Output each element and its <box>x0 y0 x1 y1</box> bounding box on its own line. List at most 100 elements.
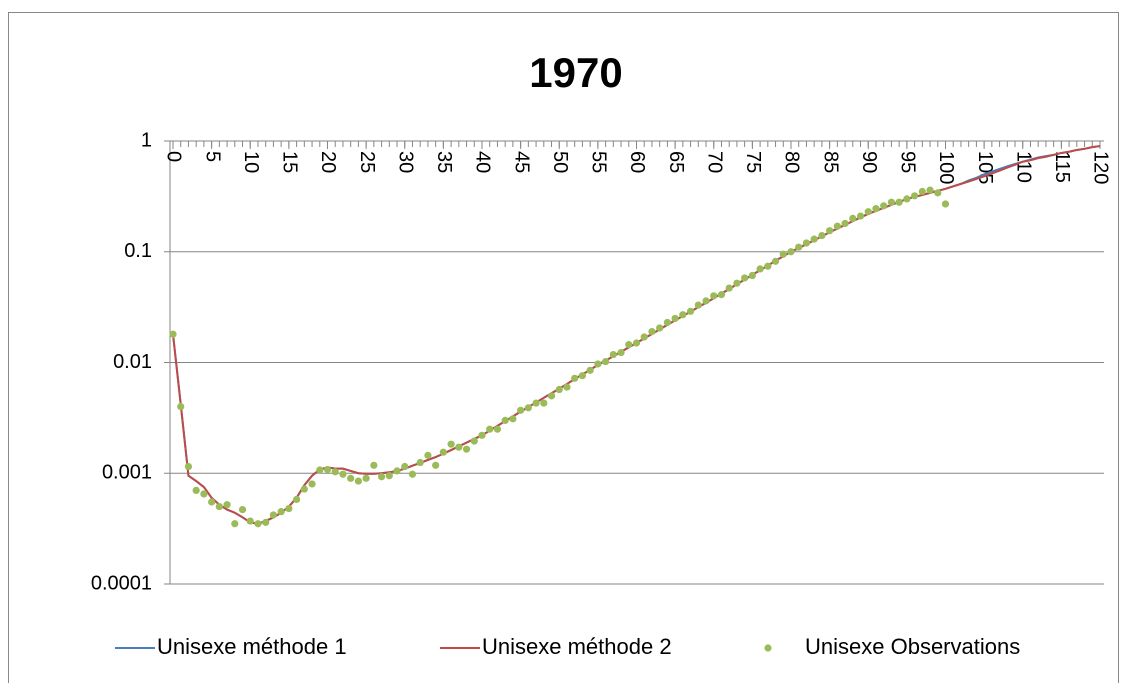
data-point <box>401 462 409 471</box>
x-tick-label: 5 <box>201 151 223 162</box>
data-point <box>872 205 880 213</box>
data-point <box>632 339 641 347</box>
legend-label: Unisexe méthode 2 <box>482 634 672 659</box>
data-point <box>934 189 942 197</box>
y-tick-label: 1 <box>141 129 152 151</box>
data-point <box>517 406 525 414</box>
x-tick-label: 30 <box>394 151 416 173</box>
data-point <box>725 284 733 292</box>
data-point <box>818 231 826 240</box>
data-point <box>787 248 795 256</box>
chart-frame <box>8 12 1119 688</box>
data-point <box>532 399 540 407</box>
data-point <box>555 385 563 394</box>
data-point <box>771 257 780 265</box>
x-tick-label: 115 <box>1051 151 1073 183</box>
data-point <box>323 465 332 474</box>
data-point <box>462 445 471 453</box>
legend-label: Unisexe Observations <box>805 634 1020 659</box>
x-tick-label: 80 <box>781 151 803 173</box>
data-point <box>578 372 587 380</box>
data-point <box>277 508 285 516</box>
x-tick-label: 65 <box>665 151 687 173</box>
data-point <box>316 466 324 474</box>
data-point <box>300 485 308 493</box>
y-tick-label: 0.001 <box>102 462 152 484</box>
data-point <box>370 461 378 469</box>
x-tick-label: 85 <box>819 151 841 173</box>
data-point <box>602 357 610 366</box>
data-point <box>439 448 447 456</box>
x-tick-label: 10 <box>240 151 262 173</box>
data-point <box>795 243 803 251</box>
data-point <box>547 392 556 400</box>
y-tick-label: 0.0001 <box>91 572 152 594</box>
data-point <box>509 415 517 423</box>
data-point <box>686 307 695 315</box>
x-tick-label: 55 <box>588 151 610 173</box>
data-point <box>741 274 749 282</box>
data-point <box>887 198 896 206</box>
data-point <box>671 314 679 323</box>
data-point <box>192 486 200 495</box>
data-point <box>169 330 177 338</box>
data-point <box>849 214 857 223</box>
data-point <box>416 458 424 467</box>
data-point <box>331 468 339 476</box>
data-point <box>895 198 903 206</box>
data-point <box>880 202 888 210</box>
x-tick-label: 25 <box>356 151 378 173</box>
data-point <box>748 271 756 280</box>
data-point <box>184 462 193 471</box>
y-tick-label: 0.1 <box>124 240 152 262</box>
data-point <box>362 474 370 482</box>
data-point <box>408 470 417 478</box>
data-point <box>424 451 432 459</box>
data-point <box>470 437 478 445</box>
x-tick-label: 60 <box>626 151 648 173</box>
x-tick-label: 95 <box>897 151 919 173</box>
data-point <box>432 461 440 469</box>
data-point <box>385 472 393 480</box>
x-tick-label: 20 <box>317 151 339 173</box>
data-point <box>625 341 633 349</box>
data-point <box>493 425 502 433</box>
x-tick-label: 15 <box>279 151 301 173</box>
data-point <box>478 431 486 439</box>
data-point <box>200 490 208 498</box>
data-point <box>223 501 231 509</box>
x-tick-label: 100 <box>935 151 957 184</box>
x-tick-label: 75 <box>742 151 764 173</box>
x-tick-label: 70 <box>703 151 725 173</box>
data-point <box>486 425 494 433</box>
data-point <box>903 195 911 203</box>
data-point <box>285 504 293 513</box>
legend-symbol <box>764 644 772 652</box>
data-point <box>702 297 710 305</box>
data-point <box>764 262 772 270</box>
x-tick-label: 0 <box>163 151 185 162</box>
x-tick-label: 90 <box>858 151 880 173</box>
data-point <box>293 495 301 504</box>
data-point <box>269 511 278 519</box>
data-point <box>594 360 602 368</box>
data-point <box>864 208 872 216</box>
data-point <box>563 383 571 391</box>
data-point <box>656 324 664 332</box>
data-point <box>347 474 355 482</box>
x-tick-label: 40 <box>472 151 494 173</box>
data-point <box>377 473 386 481</box>
data-point <box>308 480 316 488</box>
data-point <box>926 186 934 194</box>
x-tick-label: 110 <box>1012 151 1034 183</box>
data-point <box>648 328 656 336</box>
data-point <box>826 227 834 235</box>
data-point <box>447 440 455 448</box>
data-point <box>779 250 787 258</box>
data-point <box>609 350 617 359</box>
data-point <box>215 502 223 511</box>
data-point <box>524 404 532 412</box>
data-point <box>717 291 726 299</box>
